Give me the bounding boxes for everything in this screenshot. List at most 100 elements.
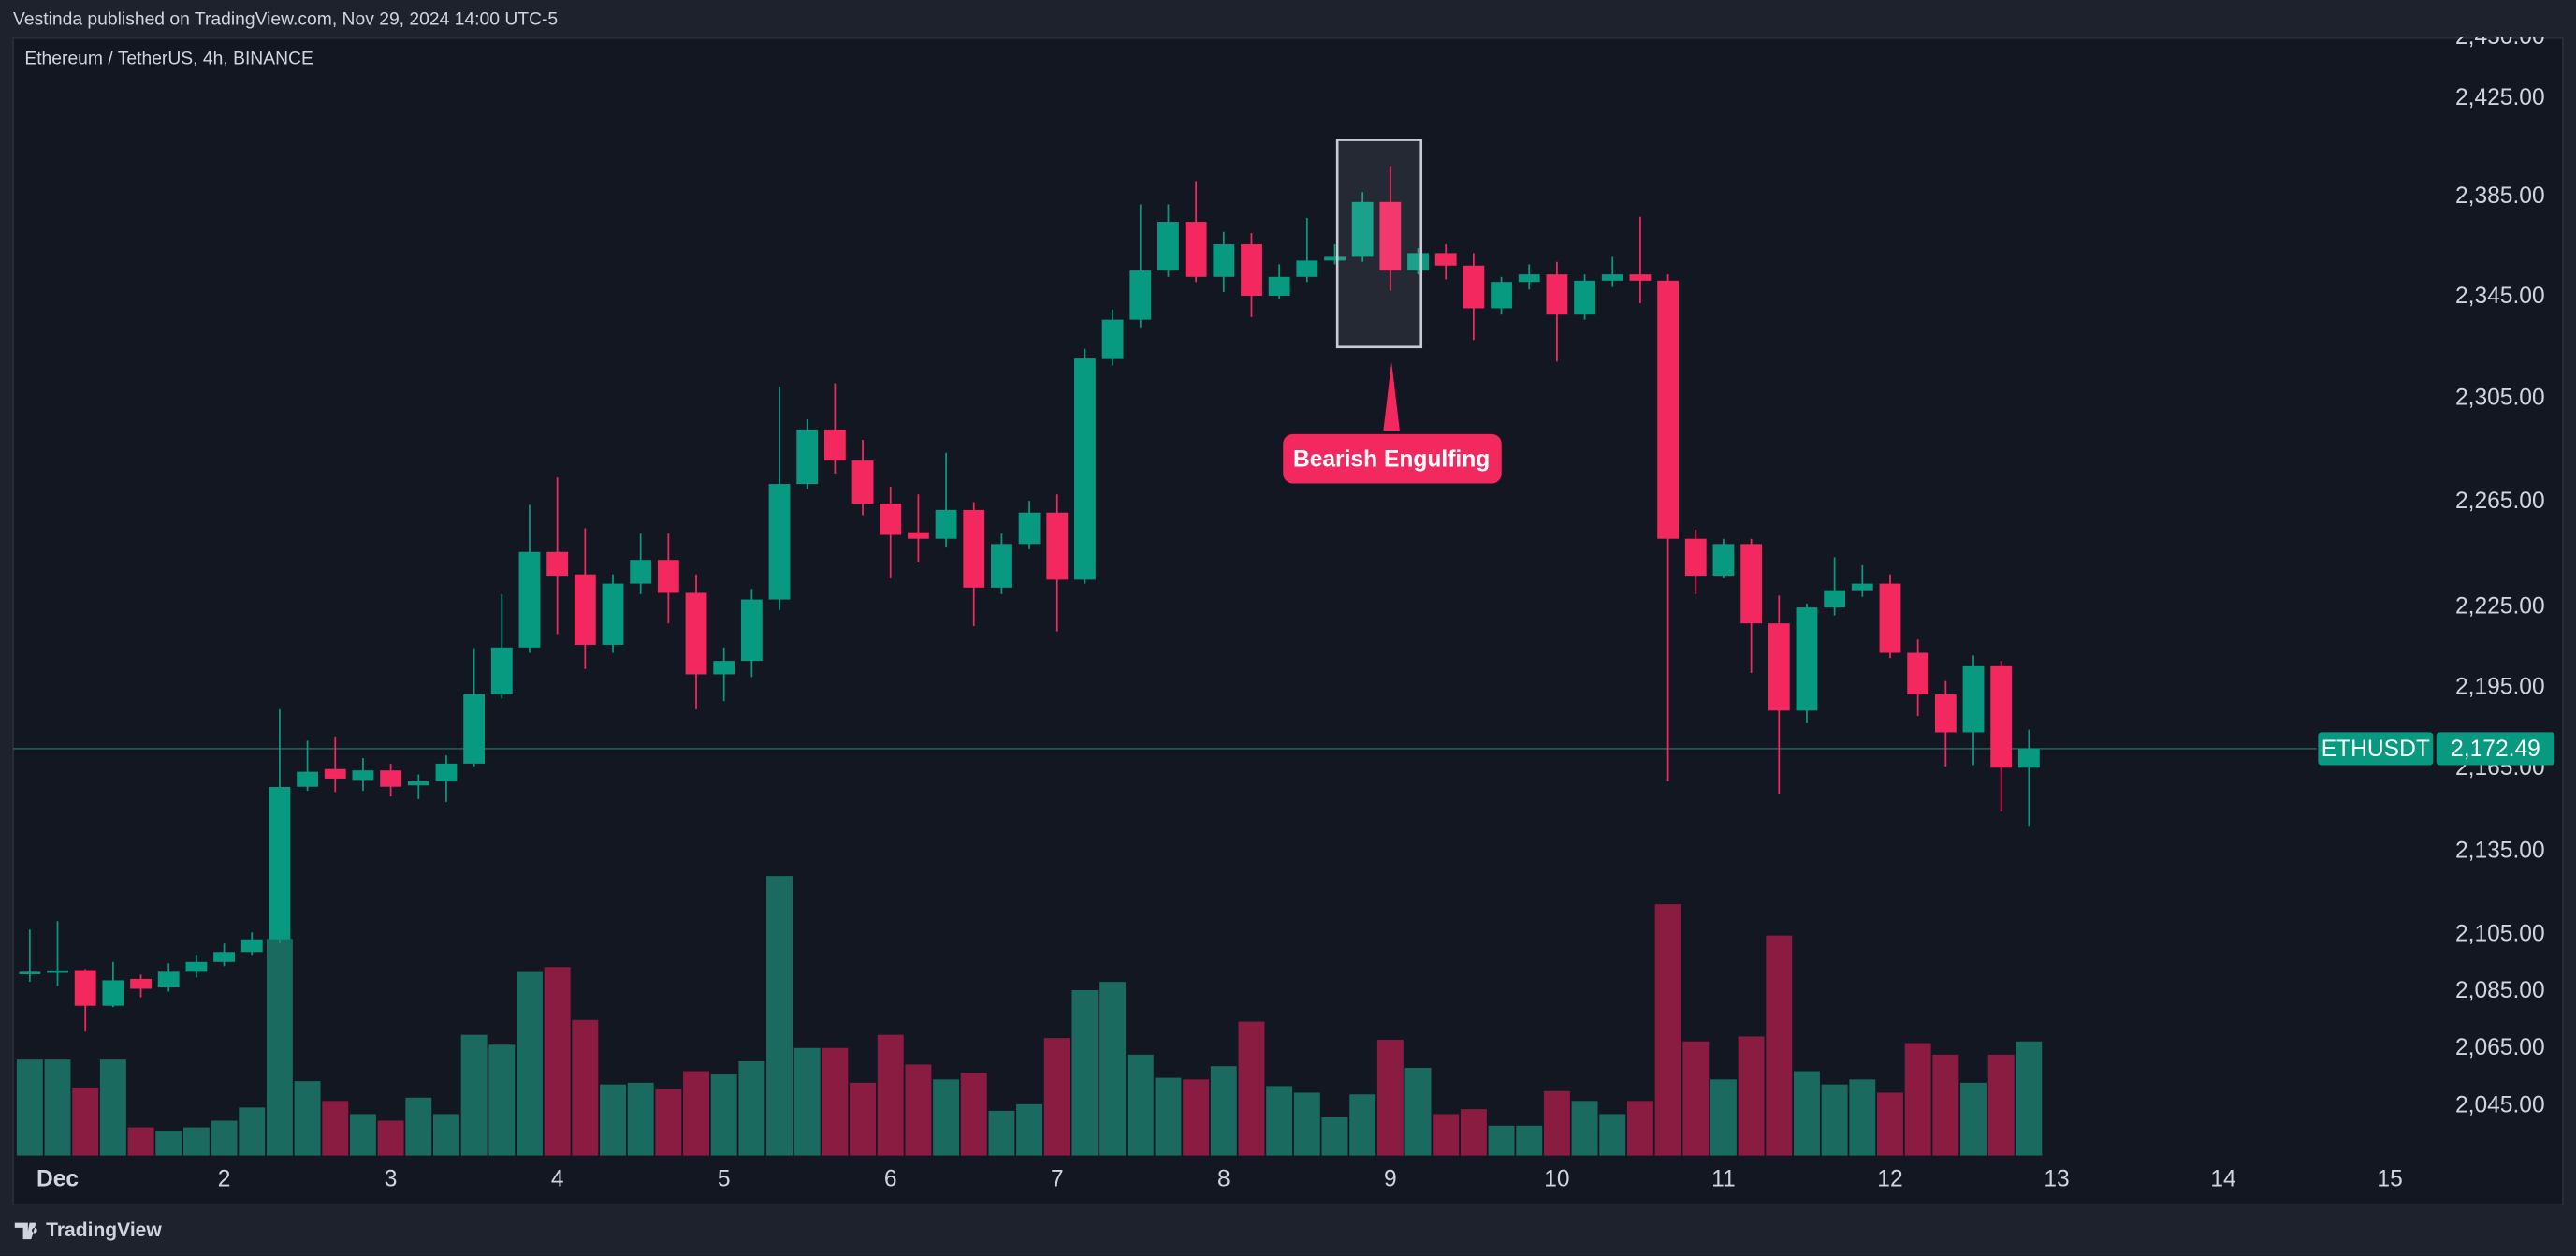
candle-body [1824, 590, 1846, 608]
x-tick-label: 9 [1384, 1166, 1397, 1191]
candle-body [1268, 276, 1290, 296]
volume-bar [182, 1127, 210, 1156]
volume-bar [99, 1059, 126, 1156]
candle-body [269, 787, 291, 940]
candle-body [1907, 652, 1929, 695]
volume-bar [1293, 1092, 1320, 1156]
volume-bar [905, 1064, 932, 1156]
candle-body [1796, 607, 1818, 711]
volume-bar [1376, 1039, 1404, 1156]
candle-body [574, 574, 596, 645]
volume-bar [933, 1079, 960, 1156]
candle-body [1324, 256, 1346, 261]
candle-body [1657, 280, 1680, 539]
candle-body [1185, 222, 1207, 277]
y-tick-label: 2,225.00 [2455, 594, 2545, 620]
volume-bar [1821, 1084, 1848, 1156]
volume-bar [1904, 1043, 1931, 1156]
x-tick-label: 8 [1217, 1166, 1230, 1191]
volume-bar [1849, 1079, 1876, 1156]
logo-icon [14, 1222, 37, 1240]
volume-bar [683, 1071, 709, 1156]
annotation-text: Bearish Engulfing [1293, 446, 1490, 472]
candle-body [1629, 274, 1652, 281]
volume-bar [1016, 1103, 1043, 1156]
volume-bar [16, 1059, 43, 1156]
y-tick-label: 2,305.00 [2455, 385, 2545, 410]
candle-body [1213, 244, 1235, 277]
candle-body [1463, 265, 1485, 309]
candle-body [297, 771, 318, 787]
candle-body [1074, 358, 1096, 580]
candle-body [1129, 270, 1152, 320]
volume-bar [877, 1034, 904, 1156]
volume-bar [44, 1059, 71, 1156]
volume-bar [572, 1019, 599, 1156]
candle-body [352, 770, 374, 781]
candle-body [1018, 512, 1041, 545]
volume-bar [1155, 1077, 1182, 1156]
x-tick-label: 10 [1544, 1166, 1569, 1191]
volume-bar [1932, 1054, 1959, 1156]
candle-body [1407, 253, 1429, 271]
y-tick-label: 2,425.00 [2455, 85, 2545, 110]
candle-body [1434, 253, 1457, 266]
top-bar [0, 0, 2576, 37]
volume-bar [655, 1088, 682, 1156]
volume-bar [1238, 1021, 1265, 1156]
x-tick-label: 14 [2210, 1166, 2235, 1191]
last-price-tag: 2,172.49 [2451, 737, 2540, 762]
volume-bar [1599, 1114, 1626, 1156]
symbol-title: Ethereum / TetherUS, 4h, BINANCE [24, 50, 313, 69]
tradingview-logo: TradingView [14, 1219, 162, 1241]
volume-bar [155, 1131, 182, 1156]
candle-body [1740, 544, 1763, 624]
x-tick-label: 2 [218, 1166, 231, 1191]
candle-body [602, 583, 624, 645]
candle-body [2017, 748, 2040, 768]
candle-body [880, 503, 902, 535]
volume-bar [738, 1060, 765, 1156]
volume-bar [1071, 989, 1099, 1156]
y-tick-label: 2,265.00 [2455, 489, 2545, 514]
candle-body [768, 484, 791, 600]
volume-bar [1099, 982, 1127, 1156]
volume-bar [1960, 1082, 1987, 1156]
candle-body [1379, 201, 1402, 271]
candle-body [1157, 222, 1179, 271]
plot: 2,045.00 2,065.00 2,085.00 2,105.00 2,135.00… [13, 24, 2555, 1191]
y-tick-label: 2,065.00 [2455, 1035, 2545, 1060]
candle-body [157, 971, 180, 987]
y-tick-label: 2,045.00 [2455, 1092, 2545, 1117]
candle-body [435, 763, 458, 781]
candle-body [1934, 694, 1957, 733]
volume-bar [1349, 1094, 1376, 1156]
volume-bar [349, 1114, 376, 1156]
volume-bar [1043, 1038, 1070, 1156]
volume-bar [488, 1044, 516, 1156]
candle-body [518, 551, 541, 648]
brand-text: TradingView [46, 1219, 162, 1241]
candle-body [1851, 583, 1873, 591]
volume-bar [377, 1120, 404, 1156]
volume-bar [405, 1097, 432, 1156]
volume-bar [1571, 1101, 1598, 1156]
volume-bar [1266, 1086, 1293, 1156]
volume-bar [1127, 1054, 1154, 1156]
candle-body [102, 980, 124, 1006]
candle-body [463, 694, 486, 764]
candle-body [1351, 201, 1374, 257]
volume-bar [322, 1101, 349, 1156]
volume-bar [1516, 1125, 1543, 1156]
volume-bar [1210, 1066, 1237, 1156]
annotation-pointer [1383, 361, 1400, 431]
y-tick-label: 2,135.00 [2455, 838, 2545, 863]
candle-body [213, 952, 235, 962]
x-tick-label: 4 [551, 1166, 564, 1191]
candle-body [240, 939, 263, 953]
volume-bar [1877, 1092, 1903, 1156]
volume-bar [1433, 1114, 1460, 1156]
candle-body [1101, 319, 1124, 359]
highlight-box [1335, 139, 1423, 349]
